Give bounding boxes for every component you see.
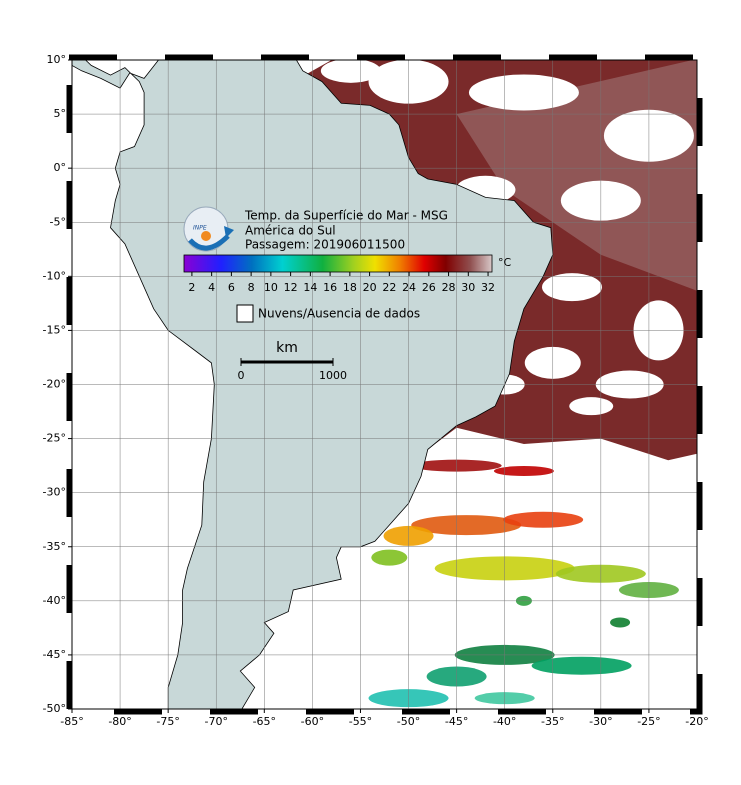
colorbar-label: 22: [382, 281, 396, 294]
colorbar-label: 18: [343, 281, 357, 294]
sst-patch: [503, 511, 584, 528]
sst-patch: [371, 549, 408, 566]
x-tick-label: -45°: [445, 715, 468, 728]
frame-border: [66, 54, 703, 715]
colorbar-label: 14: [303, 281, 317, 294]
logo-arrow: [224, 226, 234, 238]
cloud-mask: [468, 74, 579, 111]
x-tick-label: -35°: [541, 715, 564, 728]
colorbar-label: 10: [264, 281, 278, 294]
title-line: Temp. da Superfície do Mar - MSG: [244, 209, 448, 223]
colorbar-label: 2: [188, 281, 195, 294]
scale-label: 0: [238, 369, 245, 382]
y-tick-label: 5°: [54, 107, 67, 120]
cloud-mask: [320, 60, 381, 83]
logo-text: INPE: [193, 225, 207, 232]
sst-patch: [531, 656, 632, 675]
y-tick-label: -50°: [43, 702, 66, 715]
colorbar-label: 4: [208, 281, 215, 294]
colorbar-label: 12: [284, 281, 298, 294]
x-tick-label: -80°: [108, 715, 131, 728]
colorbar: °C 2 4 6 8 10 12 14 16 18 20 22 24 26 28 30 32: [183, 254, 512, 294]
map-area: [72, 60, 697, 709]
title-line: Passagem: 201906011500: [245, 238, 405, 252]
y-tick-label: 0°: [54, 161, 67, 174]
legend-label: Nuvens/Ausencia de dados: [258, 307, 420, 321]
y-tick-label: -35°: [43, 540, 66, 553]
logo-dot: [201, 231, 211, 241]
x-tick-label: -70°: [204, 715, 227, 728]
sst-patch: [493, 466, 554, 477]
x-tick-label: -75°: [156, 715, 179, 728]
scale-unit: km: [276, 340, 298, 356]
scale-bar: km 0 1000: [238, 340, 348, 382]
colorbar-label: 28: [442, 281, 456, 294]
x-tick-label: -25°: [637, 715, 660, 728]
x-tick-label: -20°: [685, 715, 708, 728]
x-tick-label: -30°: [589, 715, 612, 728]
sst-patch: [411, 515, 522, 536]
y-tick-label: -25°: [43, 432, 66, 445]
y-tick-label: -30°: [43, 486, 66, 499]
y-tick-label: -10°: [43, 269, 66, 282]
colorbar-label: 30: [461, 281, 475, 294]
x-tick-label: -85°: [60, 715, 83, 728]
logo-swoosh: [188, 234, 230, 251]
colorbar-label: 24: [402, 281, 416, 294]
colorbar-label: 16: [323, 281, 337, 294]
legend-swatch: [236, 304, 254, 323]
y-tick-label: -40°: [43, 594, 66, 607]
colorbar-label: 32: [481, 281, 495, 294]
x-tick-label: -50°: [397, 715, 420, 728]
colorbar-label: 8: [248, 281, 255, 294]
x-tick-label: -55°: [349, 715, 372, 728]
x-tick-label: -65°: [253, 715, 276, 728]
x-tick-label: -60°: [301, 715, 324, 728]
scale-label: 1000: [319, 369, 347, 382]
colorbar-label: 6: [228, 281, 235, 294]
x-tick-label: -40°: [493, 715, 516, 728]
colorbar-ramp: [183, 254, 493, 273]
colorbar-label: 20: [363, 281, 377, 294]
y-tick-label: -45°: [43, 648, 66, 661]
colorbar-unit: °C: [498, 256, 512, 269]
y-tick-label: -20°: [43, 378, 66, 391]
title-line: América do Sul: [245, 224, 336, 238]
title-block: INPE Temp. da Superfície do Mar - MSG Am…: [183, 206, 448, 252]
y-tick-label: -5°: [50, 215, 66, 228]
y-tick-label: -15°: [43, 323, 66, 336]
sst-patch: [610, 617, 631, 628]
y-tick-label: 10°: [47, 53, 67, 66]
axes: -85° -80° -75° -70° -65° -60° -55° -50° -45° -40°…: [43, 53, 709, 728]
cloud-mask: [569, 397, 614, 416]
cloud-mask: [542, 273, 602, 302]
colorbar-label: 26: [422, 281, 436, 294]
